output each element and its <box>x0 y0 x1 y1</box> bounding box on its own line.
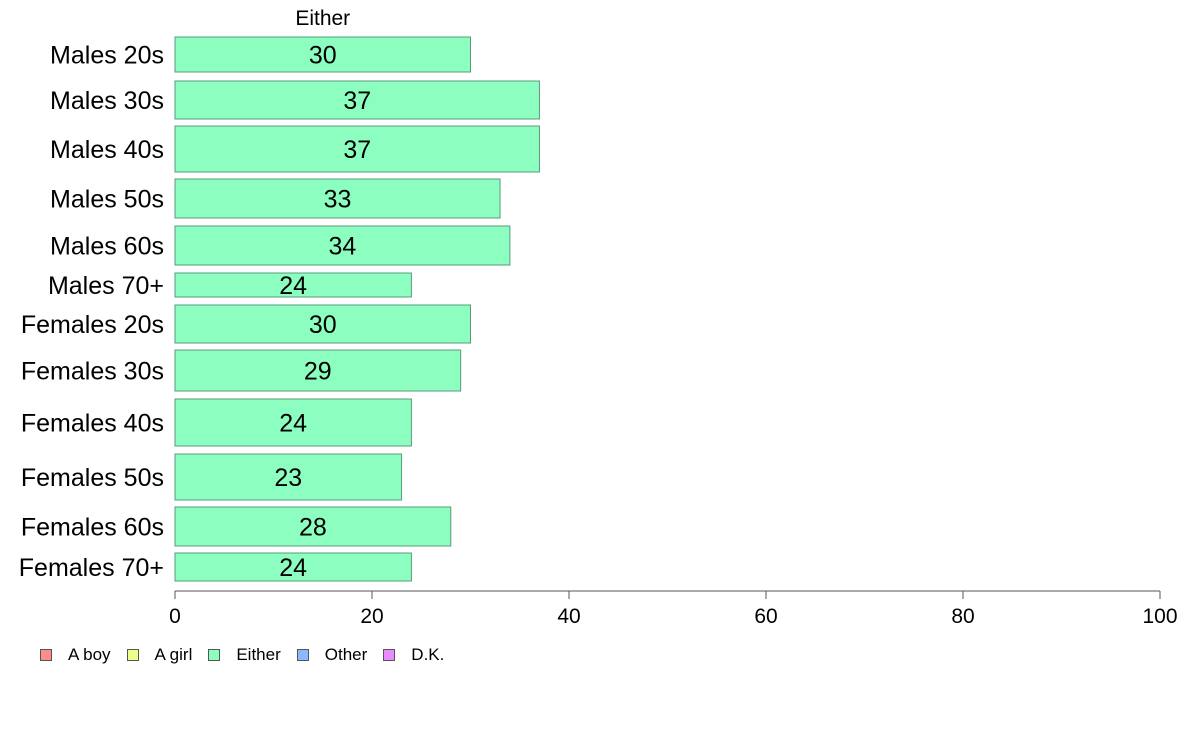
category-label: Males 70+ <box>48 272 164 300</box>
bar <box>174 552 412 582</box>
legend-item-a-boy: A boy <box>40 645 111 665</box>
bar <box>174 225 511 266</box>
legend-item-dk: D.K. <box>383 645 444 665</box>
data-label: 29 <box>304 358 332 386</box>
bar <box>174 304 471 344</box>
legend-swatch-dk <box>383 649 396 661</box>
bar <box>174 453 403 501</box>
category-label: Females 40s <box>21 410 164 438</box>
chart-title: Either <box>295 7 350 30</box>
data-label: 37 <box>343 87 371 115</box>
category-label: Males 40s <box>50 136 164 164</box>
x-tick-label: 60 <box>754 605 777 628</box>
bar <box>174 349 462 392</box>
data-label: 30 <box>309 42 337 70</box>
data-label: 24 <box>279 554 307 582</box>
category-label: Males 30s <box>50 87 164 115</box>
category-label: Females 30s <box>21 358 164 386</box>
bar <box>174 178 501 219</box>
legend-swatch-other <box>296 649 309 661</box>
bar <box>174 36 471 73</box>
category-label: Males 60s <box>50 233 164 261</box>
bar <box>174 80 540 120</box>
legend-swatch-a-boy <box>40 649 52 661</box>
legend: A boy A girl Either Other D.K. <box>40 645 460 665</box>
legend-item-a-girl: A girl <box>126 645 193 665</box>
category-label: Males 50s <box>50 186 164 214</box>
bar <box>174 125 540 173</box>
data-label: 23 <box>274 464 302 492</box>
data-label: 34 <box>329 233 357 261</box>
category-label: Females 70+ <box>19 554 164 582</box>
legend-swatch-either <box>208 649 221 661</box>
x-tick-label: 0 <box>169 605 181 628</box>
data-label: 30 <box>309 311 337 339</box>
category-label: Females 60s <box>21 514 164 542</box>
legend-swatch-a-girl <box>126 649 139 661</box>
legend-label-a-girl: A girl <box>154 645 193 664</box>
x-tick-label: 100 <box>1142 605 1177 628</box>
legend-label-either: Either <box>236 645 281 664</box>
category-label: Females 20s <box>21 311 164 339</box>
legend-item-other: Other <box>296 645 368 665</box>
data-label: 37 <box>343 136 371 164</box>
data-label: 28 <box>299 514 327 542</box>
legend-label-other: Other <box>324 645 368 664</box>
data-label: 24 <box>279 410 307 438</box>
legend-label-a-boy: A boy <box>68 645 111 664</box>
legend-label-dk: D.K. <box>411 645 445 664</box>
legend-item-either: Either <box>208 645 281 665</box>
x-tick-label: 80 <box>951 605 974 628</box>
x-tick-label: 40 <box>557 605 580 628</box>
bar <box>174 506 452 547</box>
data-label: 33 <box>324 186 352 214</box>
bar <box>174 398 412 447</box>
category-label: Males 20s <box>50 42 164 70</box>
x-tick-label: 20 <box>360 605 383 628</box>
bar <box>174 272 412 298</box>
category-label: Females 50s <box>21 464 164 492</box>
data-label: 24 <box>279 272 307 300</box>
